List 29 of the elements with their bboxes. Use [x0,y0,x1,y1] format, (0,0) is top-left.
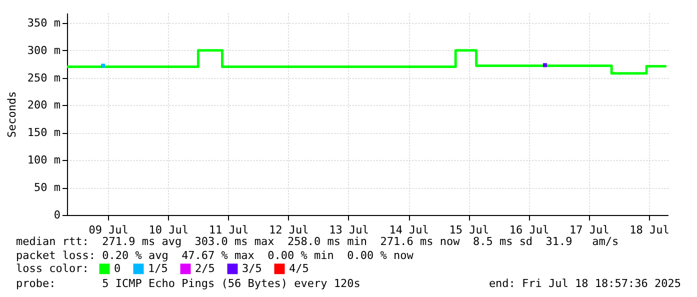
legend-title: loss color: [16,262,89,275]
y-axis-title: Seconds [5,91,18,138]
legend-label: 0 [114,262,121,275]
legend-label: 1/5 [148,262,168,275]
x-tick-label: 13 Jul [329,224,369,236]
x-tick-label: 12 Jul [268,224,309,236]
y-tick-label: 300 m [27,44,61,57]
y-tick-label: 350 m [27,16,61,30]
y-tick-label: 50 m [34,181,61,194]
y-tick-label: 200 m [27,98,61,112]
x-tick-label: 16 Jul [509,224,550,236]
x-tick-label: 09 Jul [88,224,128,236]
legend-label: 4/5 [289,262,309,275]
x-tick-label: 10 Jul [148,224,189,236]
text: end: Fri Jul 18 18:57:36 2025 [488,277,681,290]
text: probe: 5 ICMP Echo Pings (56 Bytes) every 120s [16,277,360,290]
x-tick-label: 18 Jul [630,224,670,236]
y-tick-label: 150 m [27,126,61,140]
legend-label: 3/5 [242,262,262,275]
x-tick-label: 17 Jul [569,224,610,236]
x-tick-label: 14 Jul [389,224,429,236]
y-tick-label: 100 m [27,154,61,167]
x-tick-label: 11 Jul [208,224,249,236]
y-tick-label: 250 m [27,71,61,84]
text: median rtt: 271.9 ms avg 303.0 ms max 258.0 ms min 271.6 ms now 8.5 ms sd 31.9 am/s [16,235,619,248]
y-tick-label: 0 [54,208,60,222]
x-tick-label: 15 Jul [449,224,490,236]
text: packet loss: 0.20 % avg 47.67 % max 0.00 % min 0.00 % now [16,249,414,262]
legend-label: 2/5 [195,262,215,275]
